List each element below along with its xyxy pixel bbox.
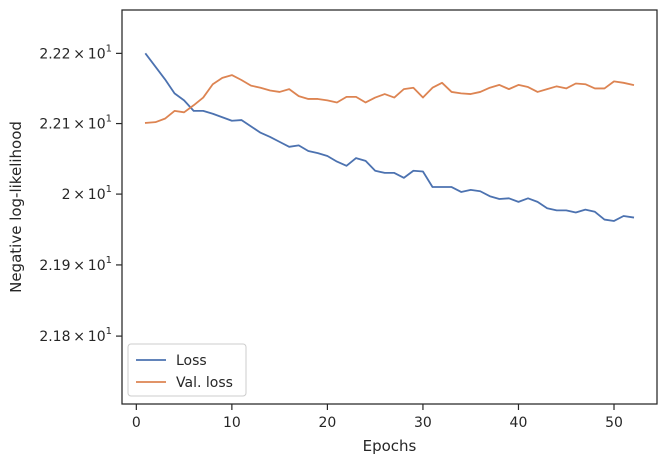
x-tick-label: 10 (223, 415, 241, 431)
y-tick-label: 2.21 × 101 (39, 114, 112, 133)
legend: Loss Val. loss (127, 343, 247, 397)
x-tick-label: 50 (605, 415, 623, 431)
x-tick-label: 40 (510, 415, 528, 431)
y-tick-label: 2.19 × 101 (39, 255, 112, 274)
x-tick-label: 0 (132, 415, 141, 431)
x-axis: 0 10 20 30 40 50 (132, 404, 623, 431)
x-tick-label: 20 (318, 415, 336, 431)
y-tick-label: 2 × 101 (62, 184, 112, 203)
y-tick-label: 2.22 × 101 (39, 43, 112, 62)
series-layer (144, 52, 635, 222)
legend-label: Val. loss (176, 375, 233, 391)
y-tick-label: 2.18 × 101 (39, 326, 112, 345)
legend-box (127, 343, 247, 397)
legend-label: Loss (176, 353, 207, 369)
plot-frame (121, 9, 658, 405)
x-axis-label: Epochs (363, 437, 417, 455)
series-line-1 (144, 74, 635, 124)
y-axis: 2.18 × 101 2.19 × 101 2 × 101 2.21 × 101 2.2… (39, 43, 122, 345)
x-tick-label: 30 (414, 415, 432, 431)
y-axis-label: Negative log-likelihood (7, 121, 25, 293)
series-line-0 (144, 52, 635, 222)
